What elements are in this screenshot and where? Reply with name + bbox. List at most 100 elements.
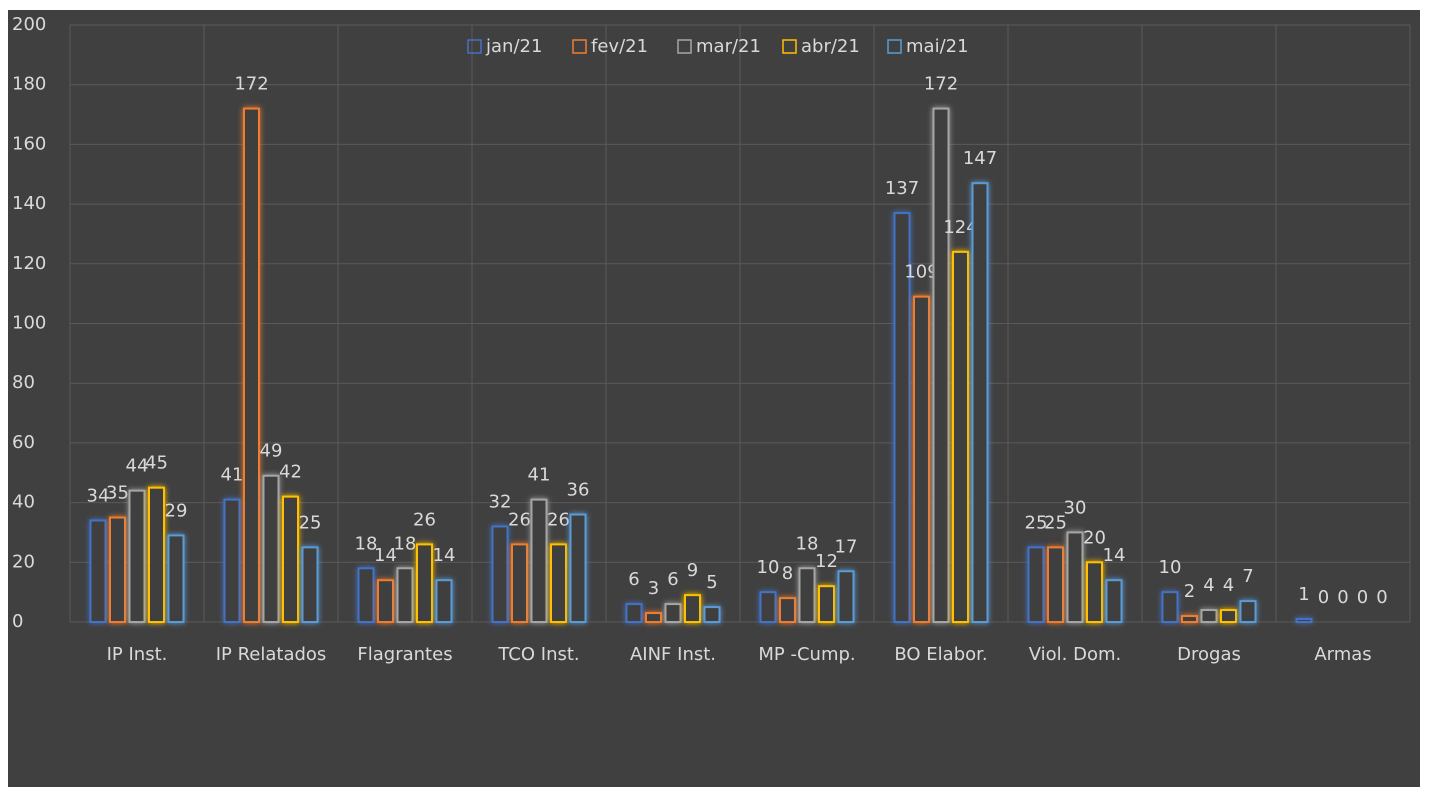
- x-tick-label: Drogas: [1177, 644, 1241, 665]
- data-label: 12: [815, 551, 838, 572]
- bar: [759, 591, 777, 624]
- bar: [664, 603, 682, 624]
- legend-label: jan/21: [485, 36, 542, 57]
- data-label: 20: [1083, 527, 1106, 548]
- bar: [491, 525, 509, 623]
- bar: [435, 579, 453, 624]
- data-label: 172: [924, 74, 958, 95]
- data-label: 14: [1103, 545, 1126, 566]
- bar: [1161, 591, 1179, 624]
- bar: [703, 606, 721, 624]
- data-label: 3: [648, 578, 659, 599]
- bar: [128, 489, 146, 623]
- bar: [818, 585, 835, 623]
- bar: [893, 212, 911, 623]
- bar: [550, 543, 567, 624]
- legend-swatch: [782, 39, 797, 54]
- data-label: 26: [547, 509, 570, 530]
- data-label: 10: [1159, 557, 1182, 578]
- x-tick-label: TCO Inst.: [497, 644, 579, 665]
- y-tick-label: 100: [12, 313, 46, 334]
- bar: [952, 250, 969, 624]
- bar: [779, 597, 796, 623]
- bar: [1105, 579, 1123, 624]
- bar: [1086, 561, 1103, 623]
- data-label: 25: [1025, 512, 1048, 533]
- data-label: 124: [943, 217, 977, 238]
- bar: [109, 516, 126, 624]
- data-label: 172: [234, 74, 268, 95]
- bar: [1066, 531, 1084, 624]
- bar: [645, 612, 662, 623]
- data-label: 18: [796, 533, 819, 554]
- bar: [416, 543, 433, 624]
- data-label: 26: [508, 509, 531, 530]
- data-label: 26: [413, 509, 436, 530]
- data-label: 18: [394, 533, 417, 554]
- bar: [1047, 546, 1064, 623]
- bar: [301, 546, 319, 623]
- data-label: 14: [374, 545, 397, 566]
- bar: [1295, 618, 1313, 624]
- data-label: 14: [433, 545, 456, 566]
- bar: [932, 107, 950, 623]
- bar: [684, 594, 701, 624]
- data-label: 7: [1242, 566, 1253, 587]
- bar: [282, 495, 299, 624]
- x-tick-label: IP Inst.: [107, 644, 168, 665]
- data-label: 5: [706, 572, 717, 593]
- data-label: 45: [145, 453, 168, 474]
- legend-swatch: [677, 39, 692, 54]
- data-label: 6: [628, 569, 639, 590]
- y-tick-label: 0: [12, 611, 23, 632]
- data-label: 10: [757, 557, 780, 578]
- legend-label: mar/21: [696, 36, 761, 57]
- y-tick-label: 200: [12, 14, 46, 35]
- data-label: 0: [1357, 587, 1368, 608]
- x-tick-label: Armas: [1314, 644, 1371, 665]
- data-label: 0: [1376, 587, 1387, 608]
- bar: [1027, 546, 1045, 623]
- bar: [837, 570, 855, 624]
- y-tick-label: 60: [12, 432, 35, 453]
- bar: [913, 295, 930, 623]
- bar: [569, 513, 587, 623]
- bar: [148, 486, 165, 623]
- bar: [1200, 609, 1218, 623]
- data-label: 0: [1318, 587, 1329, 608]
- bar: [1220, 609, 1237, 623]
- bar: [223, 498, 241, 623]
- bar: [1239, 600, 1257, 623]
- data-label: 2: [1184, 581, 1195, 602]
- data-label: 0: [1337, 587, 1348, 608]
- data-label: 30: [1064, 497, 1087, 518]
- y-tick-label: 180: [12, 74, 46, 95]
- legend-label: abr/21: [801, 36, 860, 57]
- legend-swatch: [887, 39, 902, 54]
- bar: [89, 519, 107, 624]
- data-label: 42: [279, 462, 302, 483]
- data-label: 34: [87, 486, 110, 507]
- x-tick-label: MP -Cump.: [758, 644, 855, 665]
- data-label: 44: [126, 456, 149, 477]
- x-tick-label: IP Relatados: [216, 644, 327, 665]
- x-tick-label: AINF Inst.: [630, 644, 716, 665]
- data-label: 18: [355, 533, 378, 554]
- data-label: 6: [667, 569, 678, 590]
- bar: [243, 107, 260, 623]
- data-label: 41: [221, 465, 244, 486]
- data-label: 32: [489, 491, 512, 512]
- y-tick-label: 80: [12, 372, 35, 393]
- bar: [511, 543, 528, 624]
- data-label: 137: [885, 178, 919, 199]
- y-tick-label: 140: [12, 193, 46, 214]
- legend-swatch: [572, 39, 587, 54]
- x-tick-label: Viol. Dom.: [1029, 644, 1122, 665]
- data-label: 4: [1223, 575, 1234, 596]
- data-label: 49: [260, 441, 283, 462]
- bar: [971, 182, 989, 624]
- bar: [798, 567, 816, 624]
- data-label: 1: [1298, 584, 1309, 605]
- data-label: 29: [165, 500, 188, 521]
